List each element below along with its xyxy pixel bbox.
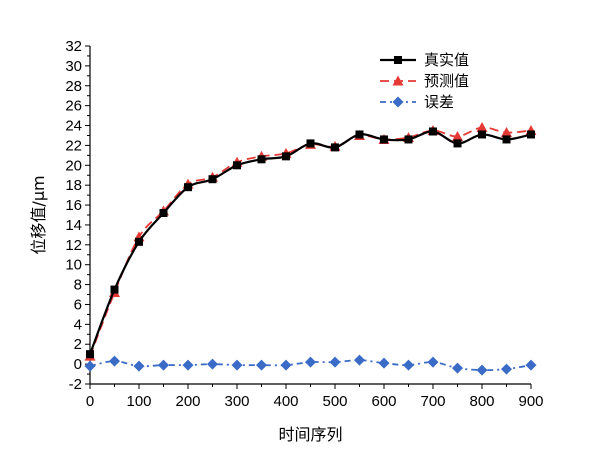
data-point — [84, 360, 96, 372]
data-point — [427, 356, 439, 368]
data-point — [282, 152, 290, 161]
data-point — [306, 139, 315, 148]
data-point — [329, 356, 341, 368]
series-layer — [84, 122, 537, 376]
legend-item-0: 真实值 — [380, 51, 469, 69]
y-tick-label: 18 — [65, 177, 82, 194]
data-point — [476, 364, 488, 376]
data-point — [110, 285, 119, 294]
data-point — [501, 363, 512, 375]
x-tick-label: 400 — [273, 393, 298, 410]
x-tick-label: 900 — [518, 393, 543, 410]
data-point — [231, 359, 243, 371]
data-point — [527, 130, 535, 139]
data-point — [452, 362, 463, 374]
data-point — [305, 356, 316, 368]
data-point — [135, 237, 143, 246]
data-point — [182, 359, 194, 371]
data-point — [501, 126, 512, 137]
series-line — [89, 126, 532, 357]
data-point — [86, 350, 94, 359]
data-point — [380, 135, 388, 144]
data-point — [233, 161, 241, 170]
legend-label: 误差 — [424, 93, 454, 111]
data-point — [256, 359, 267, 371]
data-point — [133, 360, 145, 372]
y-tick-label: 6 — [74, 296, 82, 313]
y-tick-label: 14 — [65, 217, 82, 234]
data-point — [403, 359, 414, 371]
y-tick-label: 16 — [65, 197, 82, 214]
data-point — [478, 130, 486, 139]
data-point — [404, 135, 413, 144]
y-tick-label: 8 — [74, 277, 82, 294]
legend-label: 真实值 — [424, 51, 469, 69]
data-point — [355, 130, 364, 139]
x-tick-label: 600 — [371, 393, 396, 410]
x-tick-label: 300 — [224, 393, 249, 410]
data-point — [502, 135, 511, 144]
data-point — [452, 130, 463, 141]
data-point — [159, 209, 168, 218]
legend-marker — [392, 96, 404, 108]
y-tick-label: 0 — [74, 356, 82, 373]
y-axis-title: 位移值/μm — [29, 175, 48, 254]
data-point — [184, 183, 192, 192]
y-tick-label: -2 — [69, 376, 82, 393]
data-point — [257, 155, 266, 164]
data-point — [476, 122, 488, 133]
legend-item-1: 预测值 — [380, 72, 469, 90]
data-point — [109, 355, 120, 367]
data-point — [429, 127, 437, 136]
x-tick-label: 700 — [420, 393, 445, 410]
legend-marker — [392, 75, 404, 86]
series-0 — [86, 127, 535, 359]
x-axis-title: 时间序列 — [278, 425, 342, 444]
x-tick-label: 500 — [322, 393, 347, 410]
y-tick-label: 24 — [65, 118, 82, 135]
y-tick-label: 10 — [65, 257, 82, 274]
legend-marker — [394, 56, 402, 64]
y-tick-label: 2 — [74, 336, 82, 353]
series-line — [88, 130, 532, 355]
y-tick-label: 4 — [74, 316, 82, 333]
legend-item-2: 误差 — [380, 93, 454, 111]
data-point — [378, 357, 390, 369]
data-point — [331, 143, 339, 152]
data-point — [453, 139, 462, 148]
data-point — [158, 359, 169, 371]
data-point — [280, 359, 292, 371]
series-1 — [84, 122, 537, 361]
y-tick-label: 12 — [65, 237, 82, 254]
data-point — [354, 354, 365, 366]
data-point — [207, 358, 218, 370]
data-point — [208, 175, 217, 184]
x-tick-label: 100 — [126, 393, 151, 410]
data-point — [525, 359, 537, 371]
x-tick-label: 200 — [175, 393, 200, 410]
x-tick-label: 800 — [469, 393, 494, 410]
y-tick-label: 26 — [65, 98, 82, 115]
y-tick-label: 22 — [65, 137, 82, 154]
y-tick-label: 30 — [65, 58, 82, 75]
y-tick-label: 20 — [65, 157, 82, 174]
series-2 — [84, 354, 537, 376]
y-tick-label: 28 — [65, 78, 82, 95]
y-tick-label: 32 — [65, 38, 82, 55]
legend-label: 预测值 — [424, 72, 469, 90]
x-tick-label: 0 — [86, 393, 94, 410]
